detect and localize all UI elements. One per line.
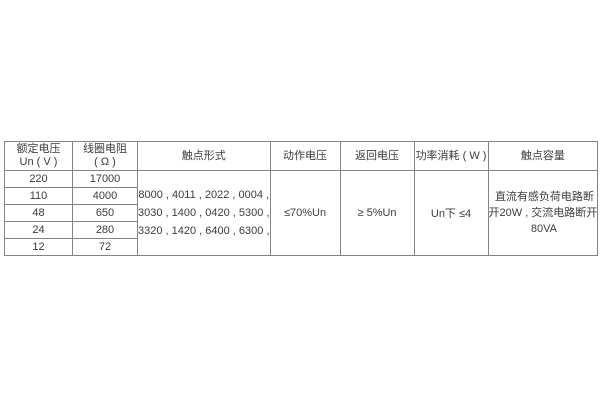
relay-spec-table: 额定电压 Un ( V ) 线圈电阻 ( Ω ) 触点形式 动作电压 返回电压 … xyxy=(4,141,599,256)
cell-rated-voltage: 110 xyxy=(4,187,73,205)
cell-coil-resistance: 650 xyxy=(72,204,138,222)
contact-capacity-line: 80VA xyxy=(530,223,557,235)
cell-return-voltage: ≥ 5%Un xyxy=(339,170,415,256)
cell-rated-voltage: 12 xyxy=(4,238,73,256)
cell-coil-resistance: 17000 xyxy=(72,170,138,188)
header-coil-resistance: 线圈电阻 ( Ω ) xyxy=(72,141,138,171)
contact-form-line: 8000 , 4011 , 2022 , 0004 , xyxy=(138,189,270,201)
header-coil-resistance-line1: 线圈电阻 xyxy=(83,143,127,155)
header-power-consumption: 功率消耗 ( W ) xyxy=(413,141,489,171)
header-return-voltage: 返回电压 xyxy=(339,141,415,171)
header-coil-resistance-line2: ( Ω ) xyxy=(94,156,116,168)
cell-contact-form: 8000 , 4011 , 2022 , 0004 , 3030 , 1400 … xyxy=(137,170,271,256)
header-contact-form: 触点形式 xyxy=(137,141,271,171)
header-rated-voltage-line1: 额定电压 xyxy=(16,143,61,155)
cell-coil-resistance: 4000 xyxy=(72,187,138,205)
header-operate-voltage: 动作电压 xyxy=(269,141,341,171)
table-row: 220 17000 8000 , 4011 , 2022 , 0004 , 30… xyxy=(4,170,599,256)
contact-form-line: 3320 , 1420 , 6400 , 6300 , xyxy=(138,225,270,237)
contact-form-line: 3030 , 1400 , 0420 , 5300 , xyxy=(138,207,270,219)
cell-coil-resistance: 280 xyxy=(72,221,138,239)
cell-operate-voltage: ≤70%Un xyxy=(269,170,341,256)
cell-rated-voltage: 24 xyxy=(4,221,73,239)
table-row: 12 72 xyxy=(4,238,598,256)
header-row: 额定电压 Un ( V ) 线圈电阻 ( Ω ) 触点形式 动作电压 返回电压 … xyxy=(4,141,599,171)
contact-capacity-line: 直流有感负荷电路断 xyxy=(494,191,594,203)
table-row: 24 280 xyxy=(4,221,598,239)
cell-rated-voltage: 220 xyxy=(4,170,73,188)
header-contact-capacity: 触点容量 xyxy=(487,141,599,171)
header-rated-voltage: 额定电压 Un ( V ) xyxy=(4,141,73,171)
cell-rated-voltage: 48 xyxy=(4,204,73,222)
header-rated-voltage-line2: Un ( V ) xyxy=(19,156,58,168)
cell-contact-capacity: 直流有感负荷电路断 开20W , 交流电路断开 80VA xyxy=(487,170,599,256)
contact-capacity-line: 开20W , 交流电路断开 xyxy=(488,207,598,219)
cell-coil-resistance: 72 xyxy=(72,238,138,256)
cell-power-consumption: Un下 ≤4 xyxy=(413,170,489,256)
